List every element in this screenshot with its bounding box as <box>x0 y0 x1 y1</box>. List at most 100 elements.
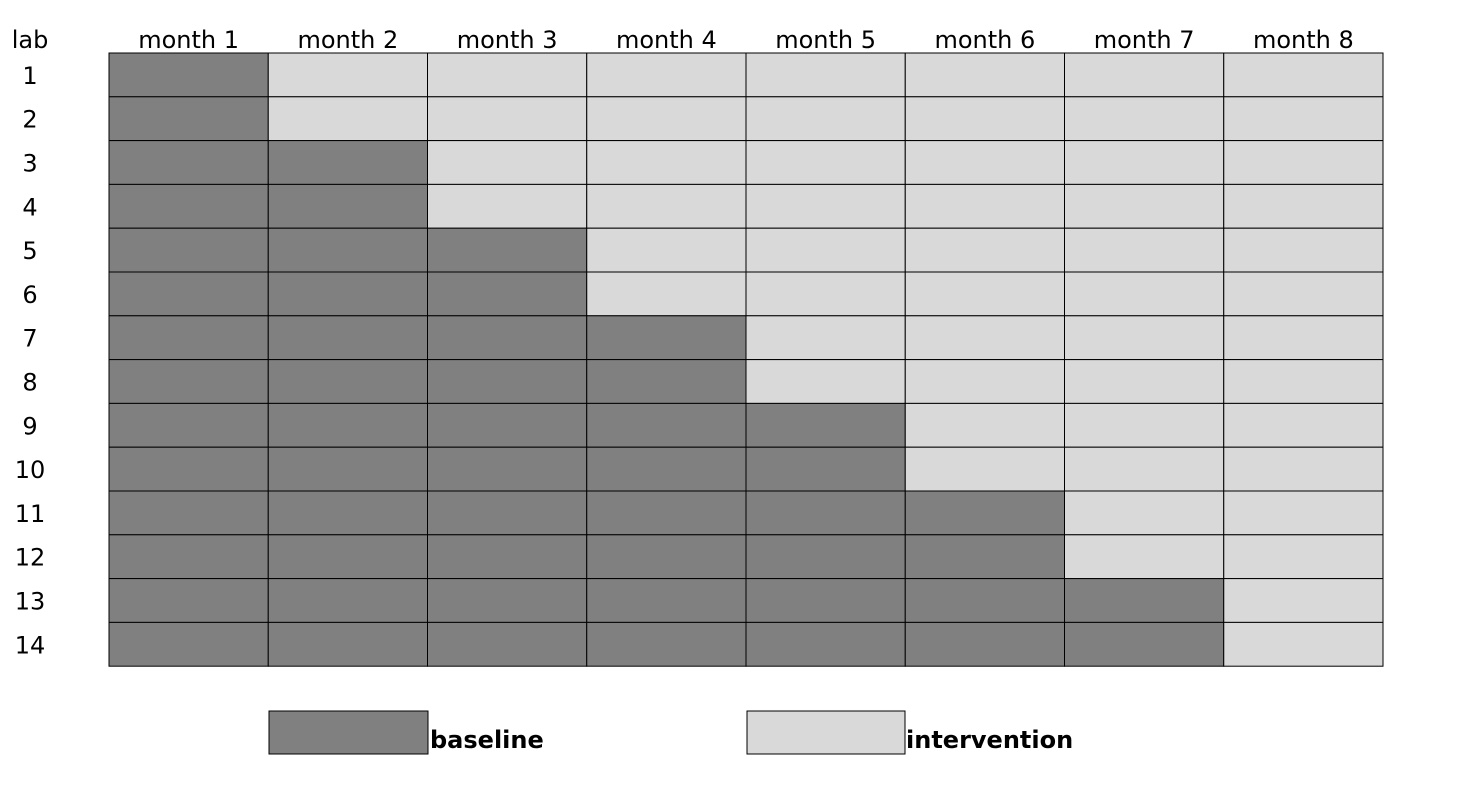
intervention-cell-lab5-month4 <box>586 227 747 273</box>
baseline-cell-lab8-month1 <box>108 359 269 404</box>
intervention-cell-lab6-month6 <box>904 271 1065 317</box>
legend-baseline-label: baseline <box>430 726 544 754</box>
intervention-cell-lab10-month6 <box>904 446 1065 492</box>
baseline-cell-lab14-month7 <box>1064 621 1225 667</box>
baseline-cell-lab13-month1 <box>108 578 269 623</box>
baseline-cell-lab6-month2 <box>267 271 428 317</box>
baseline-cell-lab7-month3 <box>427 315 588 361</box>
baseline-cell-lab13-month5 <box>745 578 906 623</box>
grid-cells <box>108 52 1384 667</box>
intervention-cell-lab7-month8 <box>1223 315 1384 361</box>
row-label-7: 7 <box>22 325 37 353</box>
baseline-cell-lab13-month7 <box>1064 578 1225 623</box>
intervention-cell-lab8-month6 <box>904 359 1065 404</box>
intervention-cell-lab1-month5 <box>745 52 906 98</box>
baseline-cell-lab7-month2 <box>267 315 428 361</box>
row-label-4: 4 <box>22 193 37 221</box>
intervention-cell-lab2-month6 <box>904 96 1065 142</box>
intervention-cell-lab8-month7 <box>1064 359 1225 404</box>
intervention-cell-lab10-month8 <box>1223 446 1384 492</box>
intervention-cell-lab4-month5 <box>745 183 906 229</box>
baseline-cell-lab13-month2 <box>267 578 428 623</box>
baseline-cell-lab8-month2 <box>267 359 428 404</box>
baseline-cell-lab8-month4 <box>586 359 747 404</box>
baseline-cell-lab4-month2 <box>267 183 428 229</box>
intervention-cell-lab9-month7 <box>1064 402 1225 448</box>
baseline-cell-lab5-month2 <box>267 227 428 273</box>
row-label-10: 10 <box>15 456 46 484</box>
intervention-cell-lab5-month5 <box>745 227 906 273</box>
legend-intervention-label: intervention <box>906 726 1073 754</box>
intervention-cell-lab1-month6 <box>904 52 1065 98</box>
row-label-3: 3 <box>22 150 37 178</box>
baseline-cell-lab10-month3 <box>427 446 588 492</box>
baseline-cell-lab7-month1 <box>108 315 269 361</box>
intervention-cell-lab1-month8 <box>1223 52 1384 98</box>
row-label-14: 14 <box>15 631 46 659</box>
baseline-cell-lab9-month4 <box>586 402 747 448</box>
intervention-cell-lab2-month3 <box>427 96 588 142</box>
column-header-8: month 8 <box>1253 26 1354 54</box>
intervention-cell-lab1-month4 <box>586 52 747 98</box>
intervention-cell-lab4-month7 <box>1064 183 1225 229</box>
intervention-cell-lab1-month7 <box>1064 52 1225 98</box>
intervention-cell-lab7-month6 <box>904 315 1065 361</box>
intervention-cell-lab12-month8 <box>1223 534 1384 580</box>
intervention-cell-lab6-month5 <box>745 271 906 317</box>
row-label-8: 8 <box>22 369 37 397</box>
baseline-cell-lab11-month1 <box>108 490 269 536</box>
intervention-cell-lab3-month7 <box>1064 140 1225 185</box>
column-header-2: month 2 <box>297 26 398 54</box>
column-header-7: month 7 <box>1094 26 1195 54</box>
intervention-cell-lab9-month6 <box>904 402 1065 448</box>
intervention-cell-lab3-month4 <box>586 140 747 185</box>
legend-baseline-swatch <box>268 710 429 755</box>
baseline-cell-lab11-month4 <box>586 490 747 536</box>
baseline-cell-lab14-month5 <box>745 621 906 667</box>
baseline-cell-lab9-month2 <box>267 402 428 448</box>
baseline-cell-lab13-month4 <box>586 578 747 623</box>
intervention-cell-lab2-month5 <box>745 96 906 142</box>
column-header-6: month 6 <box>934 26 1035 54</box>
row-label-5: 5 <box>22 237 37 265</box>
intervention-cell-lab5-month7 <box>1064 227 1225 273</box>
baseline-cell-lab14-month6 <box>904 621 1065 667</box>
intervention-cell-lab10-month7 <box>1064 446 1225 492</box>
baseline-cell-lab4-month1 <box>108 183 269 229</box>
baseline-cell-lab9-month1 <box>108 402 269 448</box>
intervention-cell-lab2-month7 <box>1064 96 1225 142</box>
intervention-cell-lab8-month5 <box>745 359 906 404</box>
intervention-cell-lab11-month8 <box>1223 490 1384 536</box>
intervention-cell-lab11-month7 <box>1064 490 1225 536</box>
baseline-cell-lab6-month1 <box>108 271 269 317</box>
intervention-cell-lab7-month7 <box>1064 315 1225 361</box>
baseline-cell-lab10-month5 <box>745 446 906 492</box>
baseline-cell-lab10-month2 <box>267 446 428 492</box>
intervention-cell-lab4-month8 <box>1223 183 1384 229</box>
row-label-13: 13 <box>15 588 46 616</box>
baseline-cell-lab14-month3 <box>427 621 588 667</box>
intervention-cell-lab13-month8 <box>1223 578 1384 623</box>
row-label-11: 11 <box>15 500 46 528</box>
baseline-cell-lab13-month3 <box>427 578 588 623</box>
baseline-cell-lab11-month3 <box>427 490 588 536</box>
column-header-4: month 4 <box>616 26 717 54</box>
intervention-cell-lab4-month3 <box>427 183 588 229</box>
intervention-cell-lab5-month6 <box>904 227 1065 273</box>
baseline-cell-lab8-month3 <box>427 359 588 404</box>
intervention-cell-lab4-month4 <box>586 183 747 229</box>
row-label-6: 6 <box>22 281 37 309</box>
legend-intervention-swatch <box>746 710 906 755</box>
intervention-cell-lab3-month8 <box>1223 140 1384 185</box>
row-header-label: lab <box>12 26 49 54</box>
baseline-cell-lab10-month1 <box>108 446 269 492</box>
baseline-cell-lab2-month1 <box>108 96 269 142</box>
column-headers: month 1 month 2 month 3 month 4 month 5 month… <box>138 26 1354 54</box>
baseline-cell-lab12-month4 <box>586 534 747 580</box>
baseline-cell-lab14-month4 <box>586 621 747 667</box>
column-header-1: month 1 <box>138 26 239 54</box>
baseline-cell-lab14-month1 <box>108 621 269 667</box>
row-label-1: 1 <box>22 62 37 90</box>
baseline-cell-lab10-month4 <box>586 446 747 492</box>
